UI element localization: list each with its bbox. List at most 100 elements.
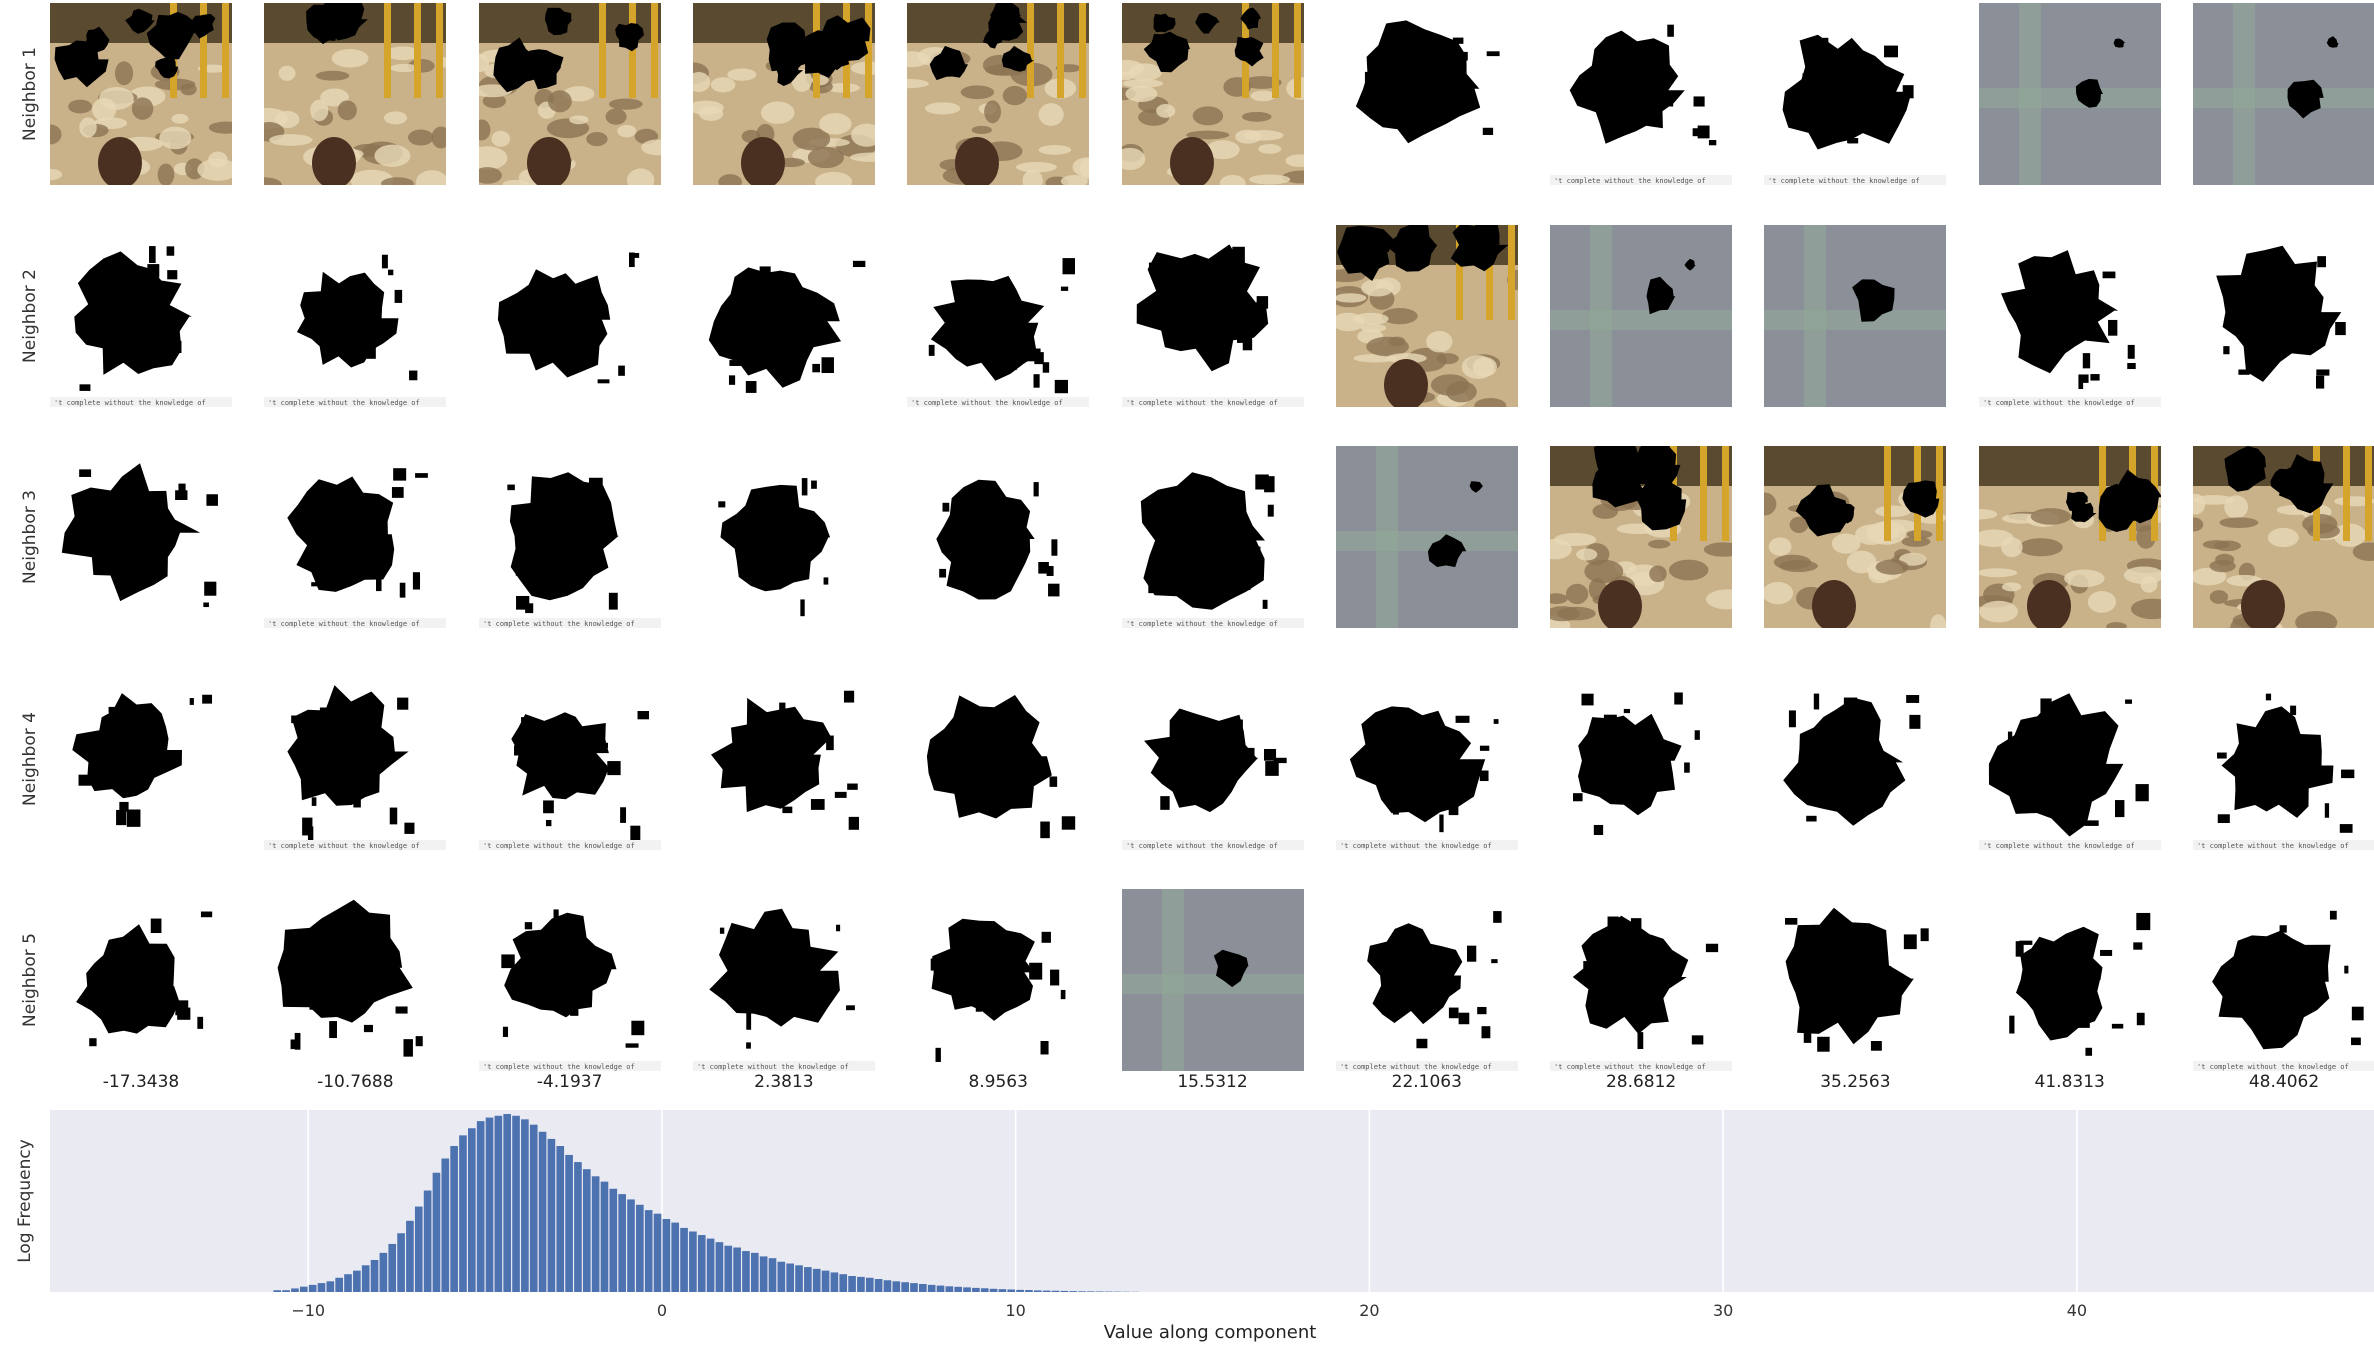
histogram-bar xyxy=(361,1265,370,1292)
tile-caption-text: 't complete without the knowledge of xyxy=(54,399,206,407)
neighbor-image: 't complete without the knowledge of xyxy=(50,224,232,407)
neighbor-image xyxy=(478,224,661,407)
histogram-bar xyxy=(857,1276,865,1292)
x-tick-label: 10 xyxy=(1006,1301,1026,1320)
neighbor-image xyxy=(1978,889,2161,1071)
histogram-bar xyxy=(459,1135,467,1292)
neighbor-image xyxy=(264,889,447,1071)
histogram-bar xyxy=(874,1279,883,1292)
x-tick-label: 40 xyxy=(2067,1301,2087,1320)
histogram-bar xyxy=(503,1114,512,1292)
y-axis-label: Log Frequency xyxy=(0,1110,50,1292)
neighbor-image xyxy=(2193,446,2374,628)
histogram-bar xyxy=(1078,1291,1086,1292)
neighbor-image xyxy=(907,667,1090,850)
histogram-bar xyxy=(414,1206,423,1292)
row-label: Neighbor 4 xyxy=(10,668,50,850)
neighbor-image-tile xyxy=(264,3,447,185)
histogram-bar xyxy=(795,1265,803,1292)
neighbor-image-tile xyxy=(1764,667,1947,850)
neighbor-image xyxy=(1550,446,1733,628)
column-value-label: 15.5312 xyxy=(1177,1072,1248,1092)
histogram-bar xyxy=(768,1258,777,1292)
histogram-bar xyxy=(273,1290,282,1292)
neighbor-image-tile: 't complete without the knowledge of xyxy=(1550,3,1733,185)
neighbor-image: 't complete without the knowledge of xyxy=(1121,224,1304,407)
histogram-bar xyxy=(335,1277,343,1292)
neighbor-image-tile: 't complete without the knowledge of xyxy=(264,446,447,628)
neighbor-image-tile xyxy=(478,3,661,185)
neighbor-image-tile xyxy=(1121,889,1304,1071)
histogram-bar xyxy=(326,1281,335,1292)
tile-caption-text: 't complete without the knowledge of xyxy=(911,399,1063,407)
histogram-bar xyxy=(512,1115,520,1292)
neighbor-image xyxy=(1764,224,1947,407)
neighbor-image xyxy=(1335,224,1518,407)
histogram-bar xyxy=(910,1283,918,1292)
neighbor-image-tile xyxy=(907,446,1090,628)
neighbor-image xyxy=(264,3,447,185)
histogram-bar xyxy=(450,1146,458,1292)
neighbor-image xyxy=(1764,667,1947,850)
neighbor-image: 't complete without the knowledge of xyxy=(1764,3,1947,185)
tile-caption-text: 't complete without the knowledge of xyxy=(2197,842,2349,850)
tile-caption-text: 't complete without the knowledge of xyxy=(1983,842,2135,850)
histogram-bar xyxy=(574,1162,582,1292)
neighbor-image xyxy=(1978,446,2161,628)
neighbor-image xyxy=(1550,224,1733,407)
neighbor-image: 't complete without the knowledge of xyxy=(1121,667,1304,850)
tile-caption-text: 't complete without the knowledge of xyxy=(483,1063,635,1071)
neighbor-image-tile xyxy=(907,667,1090,850)
neighbor-image-tile: 't complete without the knowledge of xyxy=(907,224,1090,407)
histogram-bar xyxy=(423,1190,432,1292)
tile-caption-text: 't complete without the knowledge of xyxy=(483,842,635,850)
histogram-bar xyxy=(565,1154,573,1292)
neighbor-image xyxy=(2193,224,2374,407)
neighbor-image-tile xyxy=(1764,889,1947,1071)
neighbor-image xyxy=(1978,3,2161,185)
histogram-bar xyxy=(945,1286,954,1292)
neighbor-image-tile: 't complete without the knowledge of xyxy=(478,667,661,850)
tile-caption-text: 't complete without the knowledge of xyxy=(1126,620,1278,628)
x-tick-label: −10 xyxy=(291,1301,325,1320)
column-value-label: 48.4062 xyxy=(2248,1072,2320,1092)
column-value-label: 35.2563 xyxy=(1820,1072,1891,1092)
histogram-bar xyxy=(680,1227,688,1292)
histogram-bar xyxy=(353,1270,361,1292)
histogram-bar xyxy=(697,1235,706,1292)
neighbor-image-tile xyxy=(2193,224,2374,407)
neighbor-image xyxy=(1121,889,1304,1071)
histogram-bar xyxy=(848,1275,856,1292)
tile-caption-text: 't complete without the knowledge of xyxy=(697,1063,849,1071)
neighbor-image: 't complete without the knowledge of xyxy=(2193,667,2374,850)
neighbor-image-tile xyxy=(1335,224,1518,407)
histogram-bar xyxy=(927,1284,936,1292)
neighbor-image-tile xyxy=(692,3,875,185)
tile-caption-text: 't complete without the knowledge of xyxy=(1126,399,1278,407)
neighbor-image xyxy=(50,3,232,185)
histogram-bar xyxy=(627,1199,635,1292)
histogram-bar xyxy=(812,1268,821,1292)
neighbor-image-tile xyxy=(478,224,661,407)
neighbor-image-tile: 't complete without the knowledge of xyxy=(1764,3,1947,185)
neighbor-image-tile xyxy=(1978,3,2161,185)
neighbor-image-tile xyxy=(2193,3,2374,185)
column-value-label: -17.3438 xyxy=(102,1072,180,1092)
histogram-bar xyxy=(750,1252,759,1292)
neighbor-image-tile xyxy=(1764,224,1947,407)
neighbor-image-tile: 't complete without the knowledge of xyxy=(478,446,661,628)
neighbor-image: 't complete without the knowledge of xyxy=(478,667,661,850)
neighbor-image xyxy=(1335,3,1518,185)
neighbor-image-tile xyxy=(50,3,232,185)
neighbor-image-tile: 't complete without the knowledge of xyxy=(1121,224,1304,407)
histogram-bar xyxy=(441,1158,450,1292)
histogram-bar xyxy=(538,1131,547,1292)
histogram-bar xyxy=(653,1213,662,1292)
histogram-bar xyxy=(344,1274,352,1292)
histogram-bar xyxy=(759,1256,768,1292)
neighbor-image-tile xyxy=(1335,446,1518,628)
histogram-bar xyxy=(291,1288,299,1292)
histogram-bar xyxy=(936,1285,945,1292)
neighbor-image xyxy=(1764,889,1947,1071)
tile-caption-text: 't complete without the knowledge of xyxy=(2197,1063,2349,1071)
